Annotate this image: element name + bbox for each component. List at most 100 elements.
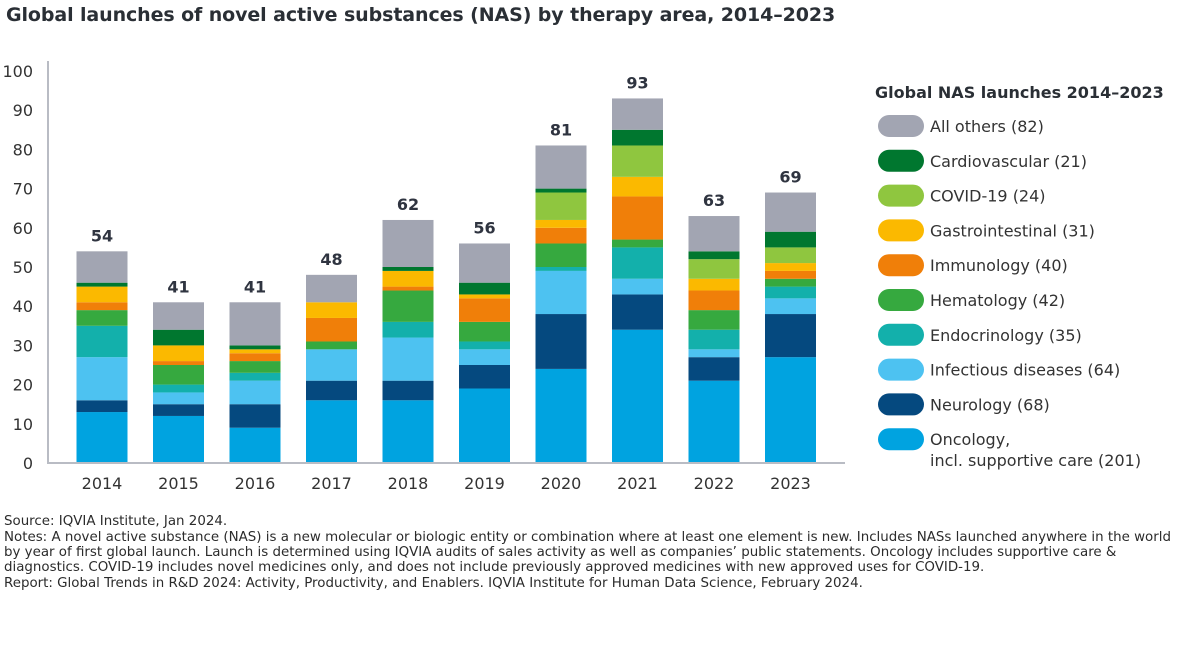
legend-entry: Neurology (68)	[930, 395, 1050, 414]
legend-swatch	[878, 219, 924, 242]
bar-segment	[76, 286, 128, 303]
bar-segment	[76, 251, 128, 283]
bar-segment	[612, 239, 663, 248]
legend-swatch	[878, 254, 924, 277]
bar-segment	[76, 282, 128, 287]
bar-segment	[153, 415, 204, 463]
bar-segment	[688, 251, 740, 260]
bar-segment	[229, 427, 281, 463]
legend-entry: Cardiovascular (21)	[930, 152, 1087, 171]
legend-swatch	[878, 393, 924, 416]
x-axis-ticks: 2014 2015 2016 2017 2018 2019 2020 2021 2022 2023	[82, 474, 811, 493]
bar-segment	[459, 282, 510, 295]
legend-swatch	[878, 323, 924, 346]
bar-segment	[229, 380, 281, 405]
bar-segment	[612, 294, 663, 330]
bars	[76, 98, 816, 463]
bar-segment	[612, 145, 663, 177]
bar-segment	[459, 349, 510, 365]
bar-segment	[535, 267, 587, 271]
bar-segment	[229, 353, 281, 362]
bar-segment	[153, 384, 204, 393]
bar-segment	[459, 388, 510, 463]
bar-segment	[535, 188, 587, 193]
y-tick-label: 90	[13, 101, 33, 120]
total-label: 63	[703, 191, 725, 210]
bar-segment	[612, 98, 663, 130]
bar-segment	[459, 341, 510, 350]
bar-segment	[535, 192, 587, 220]
bar-segment	[306, 302, 357, 318]
bar-segment	[153, 404, 204, 416]
bar-segment	[765, 286, 816, 299]
bar-segment	[612, 129, 663, 146]
bar-segment	[459, 294, 510, 299]
bar-segment	[765, 278, 816, 287]
bar-segment	[306, 341, 357, 350]
x-tick-label: 2018	[388, 474, 429, 493]
footer: Source: IQVIA Institute, Jan 2024. Notes…	[4, 514, 1174, 592]
total-label: 69	[779, 168, 801, 187]
x-tick-label: 2014	[82, 474, 123, 493]
y-tick-label: 40	[13, 297, 33, 316]
x-tick-label: 2017	[311, 474, 352, 493]
bar-segment	[459, 243, 510, 283]
legend-entry: COVID-19 (24)	[930, 187, 1046, 206]
x-tick-label: 2023	[770, 474, 811, 493]
bar-segment	[535, 368, 587, 463]
legend-swatch	[878, 289, 924, 311]
x-tick-label: 2021	[617, 474, 658, 493]
bar-segment	[306, 380, 357, 401]
bar-segment	[382, 286, 434, 291]
bar-segment	[382, 380, 434, 401]
legend: Global NAS launches 2014–2023 All others…	[875, 83, 1164, 470]
x-tick-label: 2022	[694, 474, 735, 493]
bar-segment	[76, 357, 128, 401]
y-tick-label: 0	[23, 454, 33, 473]
total-label: 56	[473, 218, 495, 237]
legend-entry: Endocrinology (35)	[930, 326, 1082, 345]
bar-segment	[535, 145, 587, 189]
bar-segment	[612, 329, 663, 463]
bar-segment	[382, 270, 434, 287]
bar-segment	[382, 290, 434, 322]
bar-segment	[229, 372, 281, 381]
bar-segment	[688, 357, 740, 381]
bar-segment	[76, 325, 128, 358]
legend-entry: Oncology, incl. supportive care (201)	[930, 430, 1141, 470]
legend-entry: All others (82)	[930, 117, 1044, 136]
bar-segment	[765, 263, 816, 271]
bar-segment	[535, 219, 587, 228]
bar-segment	[688, 216, 740, 252]
x-tick-label: 2016	[235, 474, 276, 493]
bar-segment	[382, 321, 434, 338]
bar-segment	[765, 270, 816, 279]
bar-segment	[76, 310, 128, 326]
x-tick-label: 2020	[541, 474, 582, 493]
report-citation: Report: Global Trends in R&D 2024: Activ…	[4, 576, 863, 591]
bar-segment	[153, 302, 204, 330]
bar-segment	[612, 247, 663, 279]
bar-segment	[382, 219, 434, 267]
bar-segment	[535, 314, 587, 369]
total-labels: 54 41 41 48 62 56 81 93 63 69	[91, 73, 802, 296]
bar-segment	[459, 298, 510, 322]
bar-segment	[535, 227, 587, 244]
y-tick-label: 30	[13, 336, 33, 355]
bar-segment	[459, 365, 510, 389]
bar-segment	[382, 337, 434, 381]
bar-segment	[765, 192, 816, 232]
total-label: 54	[91, 226, 113, 245]
legend-entry: Hematology (42)	[930, 291, 1065, 310]
y-tick-label: 100	[2, 62, 33, 81]
bar-segment	[688, 259, 740, 279]
bar-segment	[612, 196, 663, 240]
y-axis-ticks: 0 10 20 30 40 50 60 70 80 90 100	[2, 62, 33, 473]
legend-swatch	[878, 184, 924, 207]
bar-segment	[382, 267, 434, 271]
total-label: 41	[244, 277, 266, 296]
bar-segment	[765, 357, 816, 463]
bar-segment	[535, 270, 587, 315]
bar-segment	[76, 302, 128, 311]
bar-segment	[229, 302, 281, 346]
